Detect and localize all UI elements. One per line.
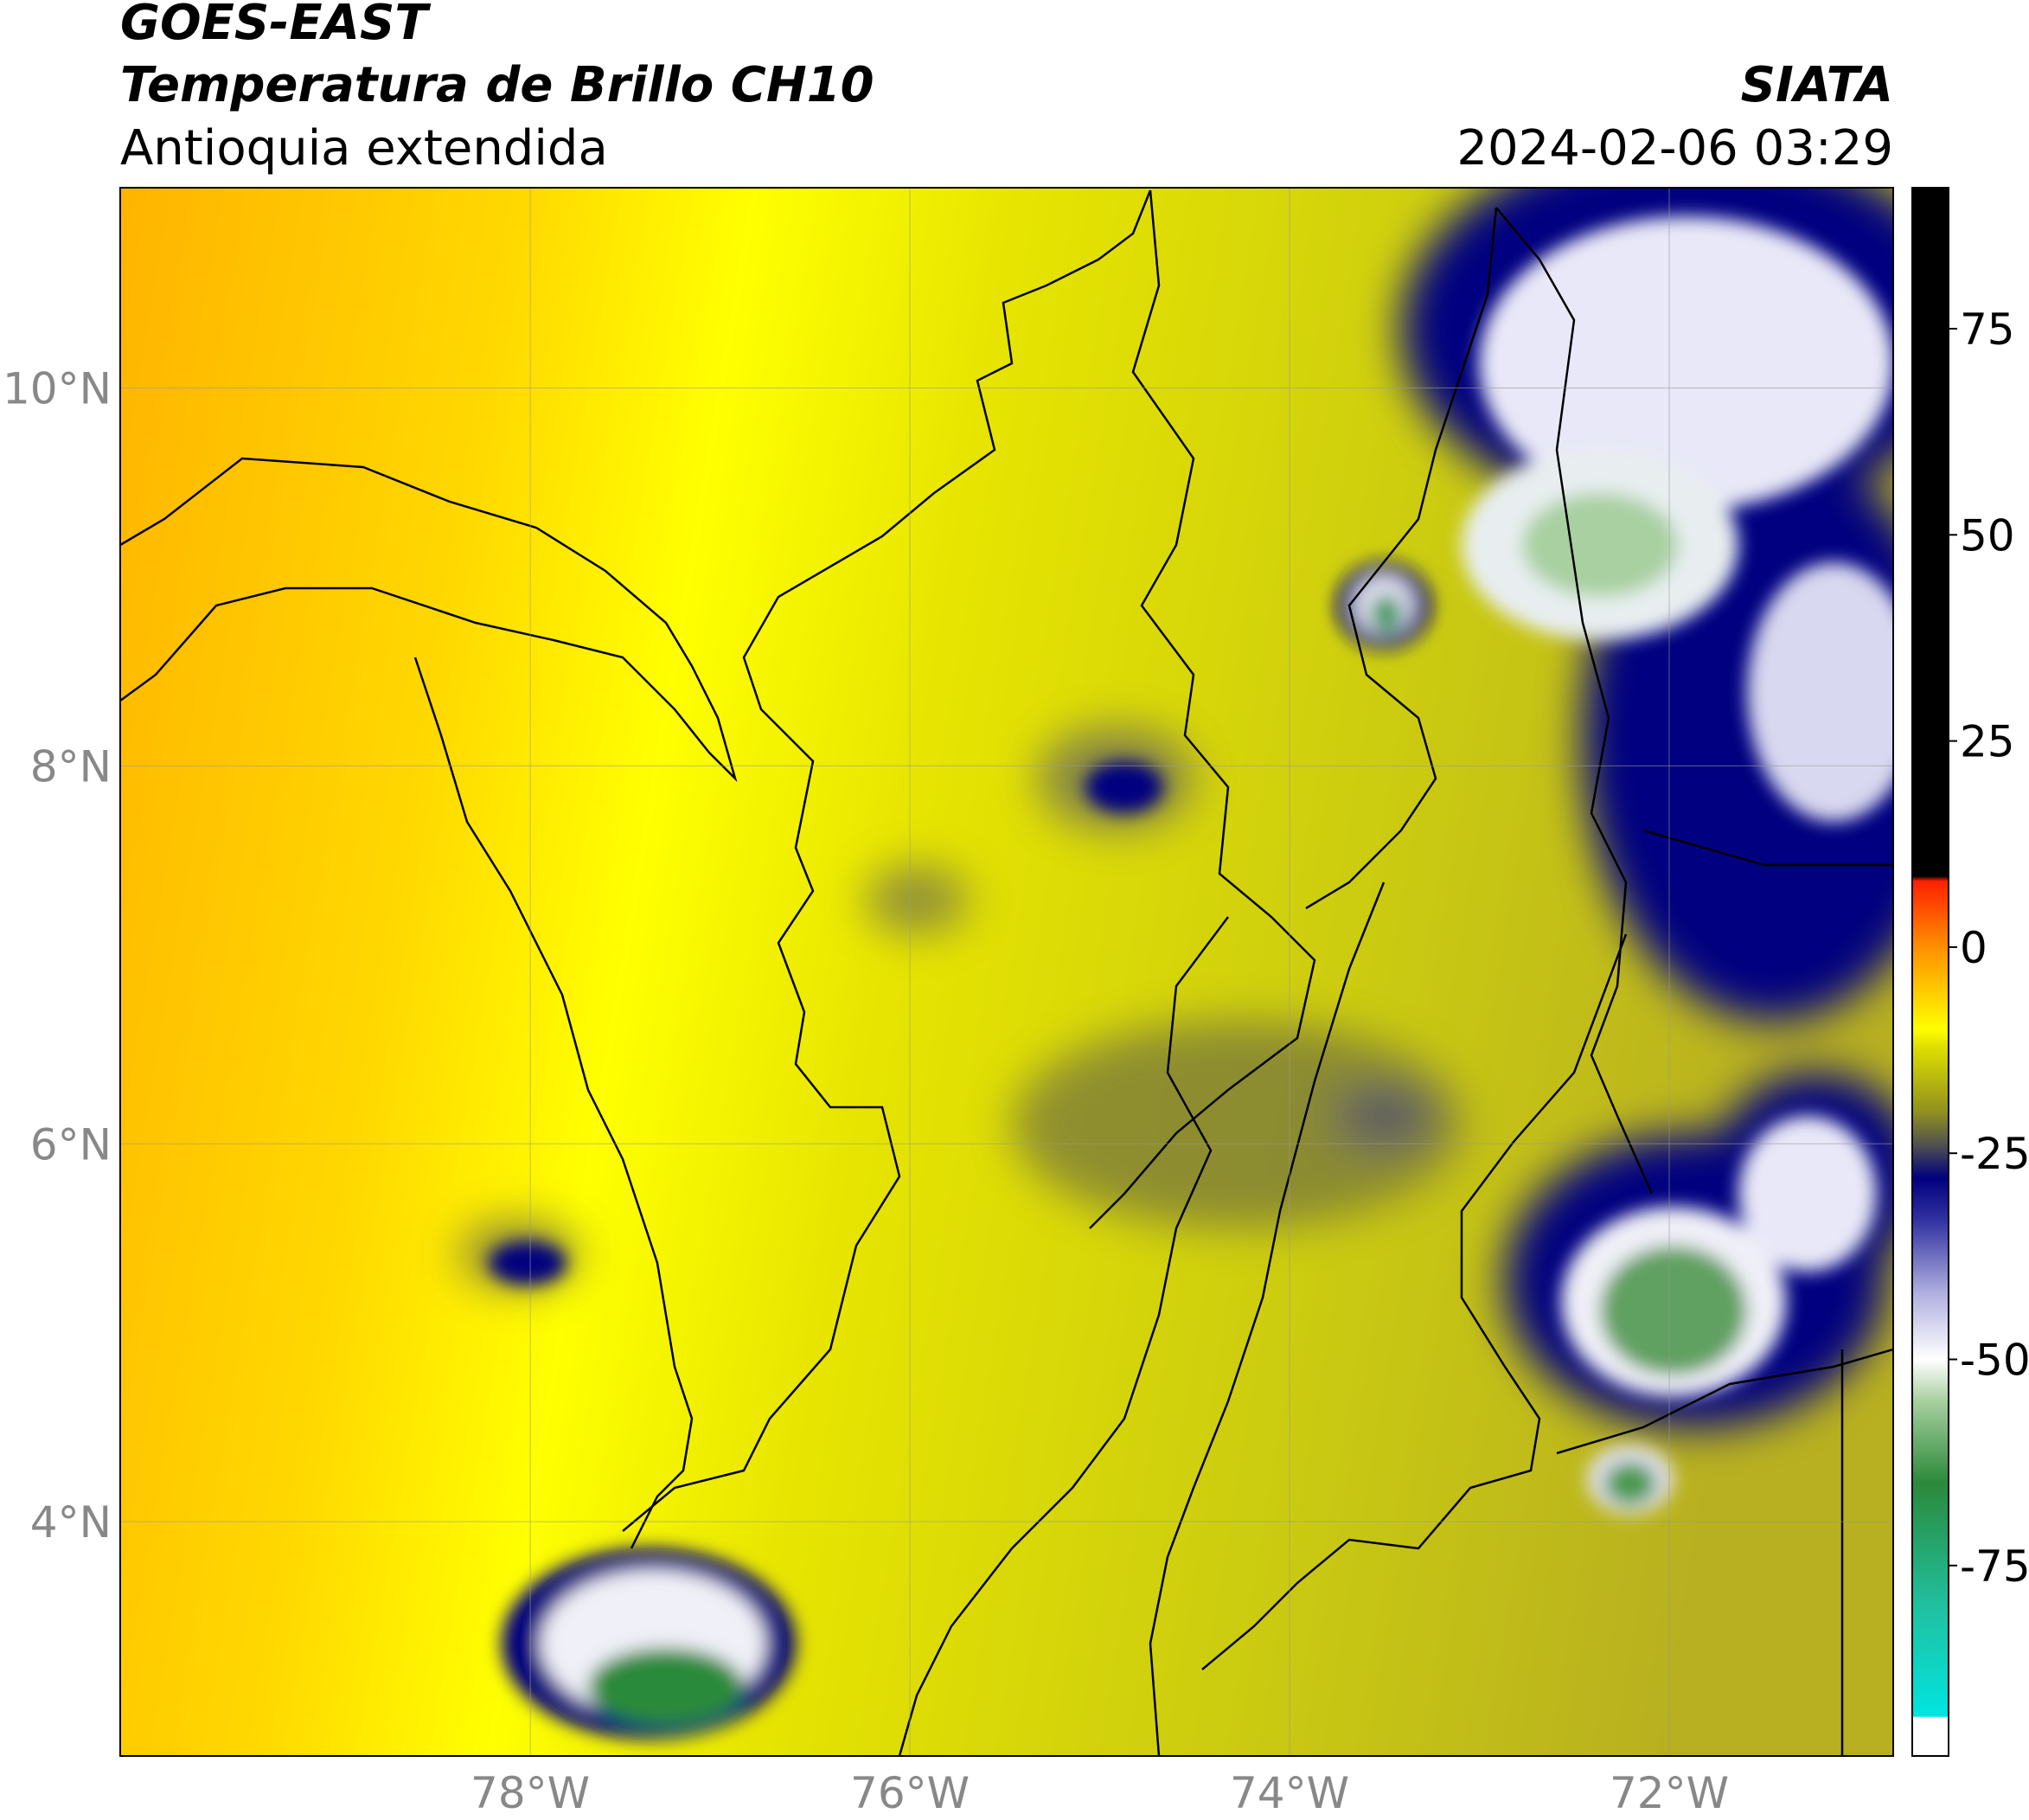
y-tick-label: 6°N [30,1119,112,1170]
colorbar-tick-label: 75 [1960,304,2015,355]
colorbar-tick-label: 50 [1960,510,2015,561]
x-tick-label: 72°W [1610,1768,1729,1817]
map-imagery [120,188,1893,1756]
product-title: Temperatura de Brillo CH10 [120,57,874,113]
datetime-label: 2024-02-06 03:29 [1456,120,1893,176]
region-subtitle: Antioquia extendida [120,120,608,176]
x-tick-label: 76°W [850,1768,970,1817]
y-tick-label: 4°N [30,1497,112,1548]
satellite-title: GOES-EAST [120,0,431,51]
colorbar-tick-label: 25 [1960,717,2015,767]
map-frame [119,187,1894,1757]
source-label: SIATA [1741,57,1893,113]
x-tick-label: 74°W [1230,1768,1349,1817]
colorbar-tick-label: -75 [1960,1541,2029,1592]
grid [120,188,1893,1756]
colorbar-tick-label: -25 [1960,1129,2029,1179]
y-tick-label: 10°N [3,364,112,414]
colorbar [1911,187,1949,1757]
x-tick-label: 78°W [470,1768,590,1817]
colorbar-tick-label: -50 [1960,1336,2029,1386]
colorbar-tick-label: 0 [1960,923,1987,973]
y-tick-label: 8°N [30,741,112,791]
